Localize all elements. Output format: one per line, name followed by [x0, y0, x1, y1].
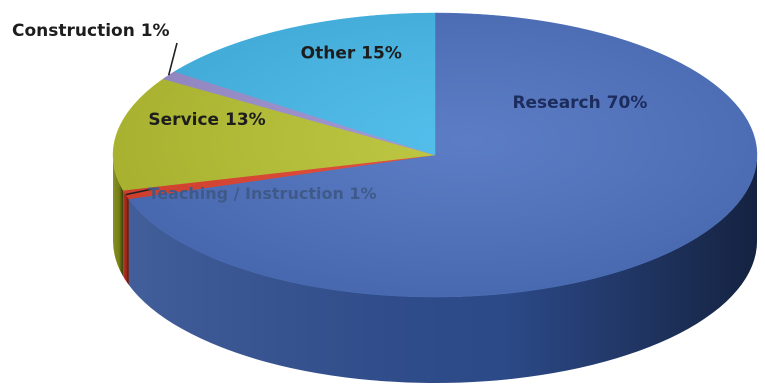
slice-labels: Research 70% Teaching / Instruction 1% Ser… — [12, 21, 647, 203]
leader-line-teaching-instruction — [125, 188, 153, 196]
slice-label-service: Service 13% — [148, 110, 265, 130]
leader-line-construction — [167, 42, 178, 76]
pie-tops — [112, 12, 758, 298]
slice-label-research: Research 70% — [512, 93, 647, 113]
slice-label-teaching-instruction: Teaching / Instruction 1% — [148, 184, 376, 203]
pie-side-shade-research — [128, 155, 758, 383]
slice-label-other: Other 15% — [301, 43, 402, 63]
pie-side-shade-teaching-instruction — [123, 190, 129, 285]
leader-lines — [125, 42, 178, 196]
slice-label-construction: Construction 1% — [12, 21, 170, 41]
